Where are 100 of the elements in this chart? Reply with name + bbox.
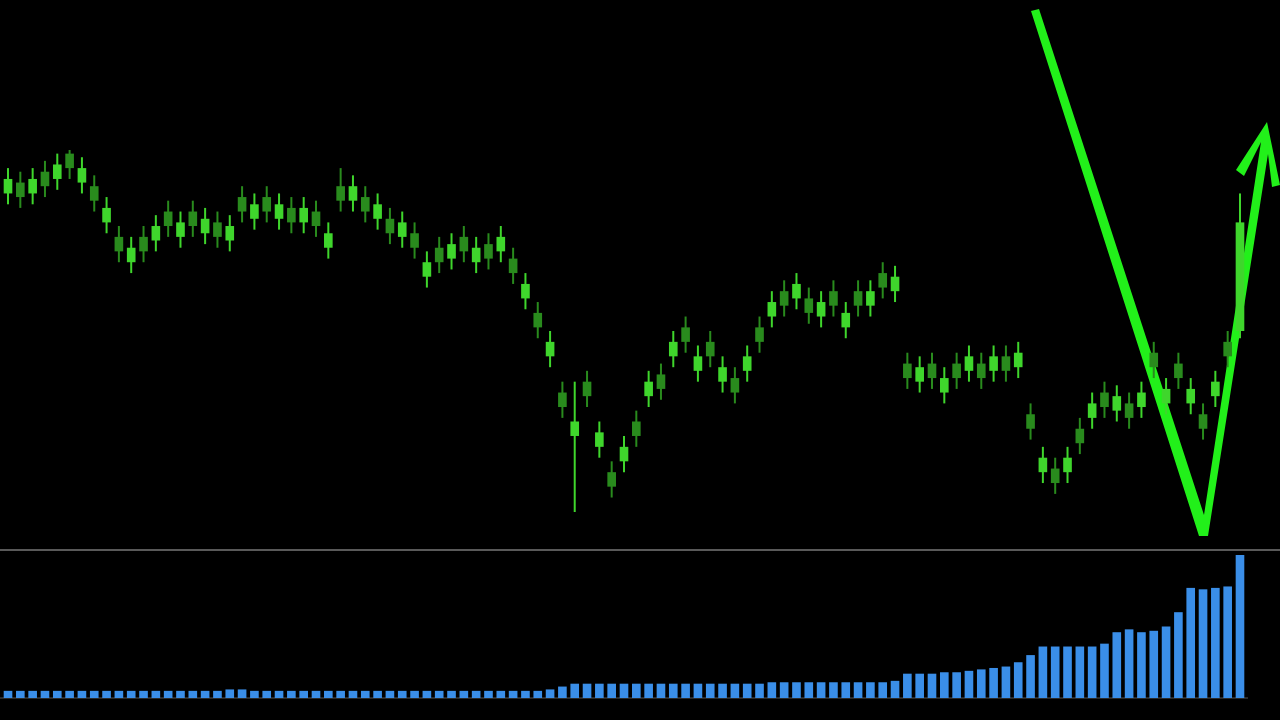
bar	[792, 682, 801, 698]
bar	[1013, 662, 1023, 698]
bar	[200, 690, 210, 698]
candlestick	[1001, 344, 1011, 383]
bar	[915, 673, 924, 698]
candlestick	[311, 199, 321, 238]
bar	[1198, 589, 1208, 698]
bar	[262, 690, 272, 698]
bar	[1112, 632, 1122, 698]
bar	[176, 690, 185, 698]
candlestick	[927, 351, 937, 390]
bar	[1149, 630, 1159, 698]
candlestick	[324, 221, 333, 260]
bar	[139, 690, 148, 698]
candlestick	[188, 199, 198, 238]
candlestick	[705, 330, 715, 369]
bar	[619, 683, 629, 698]
bar	[890, 680, 900, 698]
bar	[1174, 612, 1183, 698]
bar	[1235, 555, 1245, 698]
bar	[151, 690, 161, 698]
candlestick	[3, 167, 13, 206]
candlestick	[915, 355, 924, 394]
bar	[903, 673, 912, 698]
candlestick	[767, 290, 777, 329]
bar	[730, 683, 740, 698]
candlestick	[139, 225, 148, 264]
bar	[1075, 646, 1085, 698]
candlestick	[866, 279, 875, 318]
candlestick	[595, 420, 604, 459]
bar	[964, 670, 974, 698]
bar	[866, 682, 875, 698]
candlestick	[373, 192, 382, 231]
candlestick	[65, 149, 74, 180]
bar	[644, 683, 653, 698]
bar	[213, 690, 222, 698]
candlestick	[841, 301, 851, 340]
bar	[459, 690, 469, 698]
bar	[940, 672, 949, 698]
candlestick	[16, 170, 25, 209]
bar	[976, 669, 986, 698]
candlestick	[1038, 445, 1048, 485]
bar	[1001, 666, 1011, 698]
bar	[927, 673, 937, 698]
bar	[311, 690, 321, 698]
bar	[755, 683, 764, 698]
candlestick	[213, 210, 222, 249]
bar	[28, 690, 37, 698]
bar	[582, 683, 592, 698]
bar	[952, 672, 961, 698]
bar	[816, 682, 826, 698]
candlestick	[274, 192, 284, 231]
candlestick	[1149, 340, 1159, 380]
bar	[274, 690, 284, 698]
candlestick	[299, 196, 308, 235]
bar	[114, 690, 124, 698]
bar	[299, 690, 308, 698]
bar	[163, 690, 173, 698]
bar	[1100, 643, 1109, 698]
candlestick	[533, 301, 543, 340]
bar	[718, 683, 727, 698]
candlestick	[89, 174, 99, 213]
bar	[385, 690, 395, 698]
candlestick	[484, 232, 493, 271]
candlestick	[410, 221, 419, 260]
candlestick	[1198, 402, 1208, 441]
bar	[1223, 586, 1232, 698]
candlestick	[52, 152, 62, 191]
bar	[102, 690, 111, 698]
candlestick	[447, 232, 456, 271]
candlestick	[619, 434, 629, 474]
candlestick	[1223, 330, 1232, 369]
bar	[1211, 587, 1220, 698]
candlestick	[853, 279, 863, 318]
bar	[779, 682, 789, 698]
bar	[878, 682, 888, 698]
bar	[668, 683, 678, 698]
bar	[360, 690, 370, 698]
bar	[570, 683, 580, 698]
candlestick	[989, 344, 998, 383]
candlestick	[607, 460, 616, 499]
candlestick	[903, 351, 912, 390]
bar	[705, 683, 715, 698]
bar	[324, 690, 333, 698]
bar	[1050, 646, 1060, 698]
candlestick	[521, 272, 530, 311]
bar	[656, 683, 666, 698]
candlestick	[422, 250, 432, 289]
bar	[237, 689, 247, 698]
bar	[373, 690, 382, 698]
candlestick	[545, 330, 555, 369]
candlestick	[1050, 456, 1060, 495]
candlestick	[1087, 391, 1097, 430]
candlestick	[114, 225, 124, 264]
bar	[250, 690, 259, 698]
candlestick	[1100, 380, 1109, 419]
bar	[533, 690, 543, 698]
candlestick	[878, 261, 888, 300]
candlestick	[40, 159, 50, 199]
candlestick	[397, 210, 407, 249]
